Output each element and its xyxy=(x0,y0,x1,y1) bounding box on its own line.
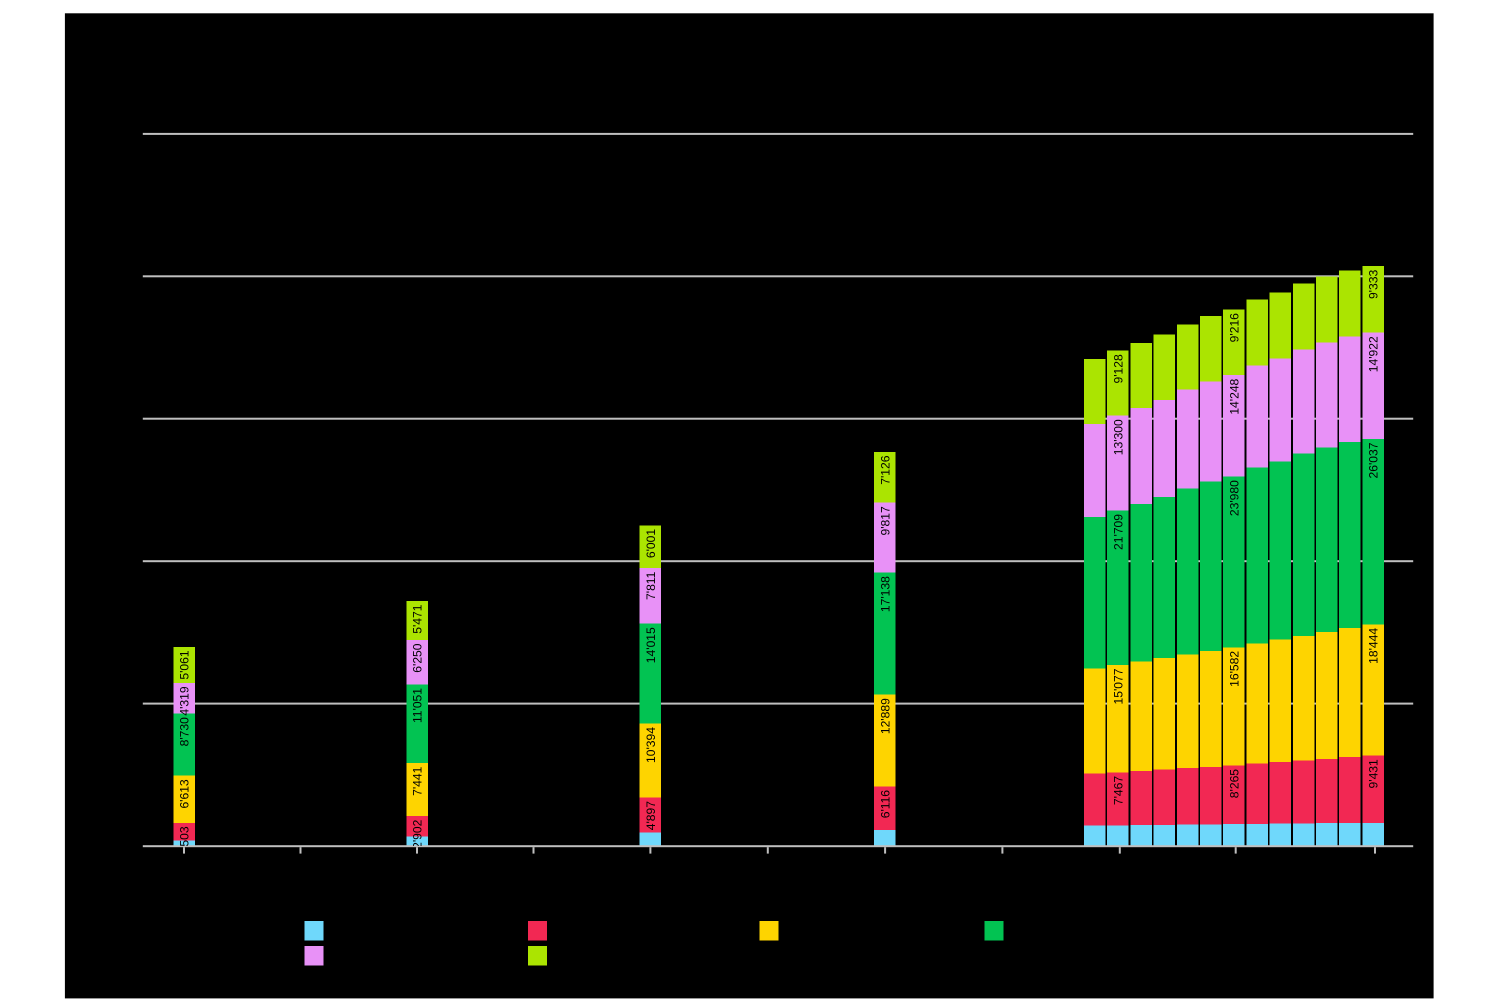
svg-text:16'582: 16'582 xyxy=(1227,651,1241,687)
svg-text:14'248: 14'248 xyxy=(1227,378,1241,414)
svg-text:14'015: 14'015 xyxy=(644,627,658,663)
svg-text:2'503: 2'503 xyxy=(177,826,191,855)
svg-text:13'300: 13'300 xyxy=(1111,419,1125,455)
svg-text:7'811: 7'811 xyxy=(644,571,658,600)
svg-text:21'709: 21'709 xyxy=(1111,514,1125,550)
svg-text:26'037: 26'037 xyxy=(1367,442,1381,478)
svg-text:7'126: 7'126 xyxy=(878,455,892,484)
svg-text:9'431: 9'431 xyxy=(1367,759,1381,788)
svg-text:23'980: 23'980 xyxy=(1227,480,1241,516)
svg-text:8'265: 8'265 xyxy=(1227,769,1241,798)
svg-text:7'467: 7'467 xyxy=(1111,776,1125,805)
svg-text:10'394: 10'394 xyxy=(644,727,658,763)
svg-text:18'444: 18'444 xyxy=(1367,628,1381,664)
svg-text:9'128: 9'128 xyxy=(1111,354,1125,383)
svg-text:6'001: 6'001 xyxy=(644,529,658,558)
svg-text:9'817: 9'817 xyxy=(878,506,892,535)
svg-text:4'319: 4'319 xyxy=(177,686,191,715)
svg-text:17'138: 17'138 xyxy=(878,576,892,612)
svg-text:4'897: 4'897 xyxy=(644,801,658,830)
svg-text:15'077: 15'077 xyxy=(1111,668,1125,704)
svg-text:8'730: 8'730 xyxy=(177,717,191,746)
svg-text:7'441: 7'441 xyxy=(410,766,424,795)
svg-text:11'051: 11'051 xyxy=(410,688,424,723)
svg-text:5'471: 5'471 xyxy=(410,604,424,633)
svg-text:6'613: 6'613 xyxy=(177,779,191,808)
svg-text:9'216: 9'216 xyxy=(1227,313,1241,342)
svg-text:6'116: 6'116 xyxy=(878,790,892,819)
svg-text:5'061: 5'061 xyxy=(177,650,191,679)
svg-text:14'922: 14'922 xyxy=(1367,336,1381,372)
svg-text:9'333: 9'333 xyxy=(1367,270,1381,299)
svg-text:12'889: 12'889 xyxy=(878,698,892,734)
svg-text:6'250: 6'250 xyxy=(410,643,424,672)
svg-text:2'902: 2'902 xyxy=(410,819,424,848)
